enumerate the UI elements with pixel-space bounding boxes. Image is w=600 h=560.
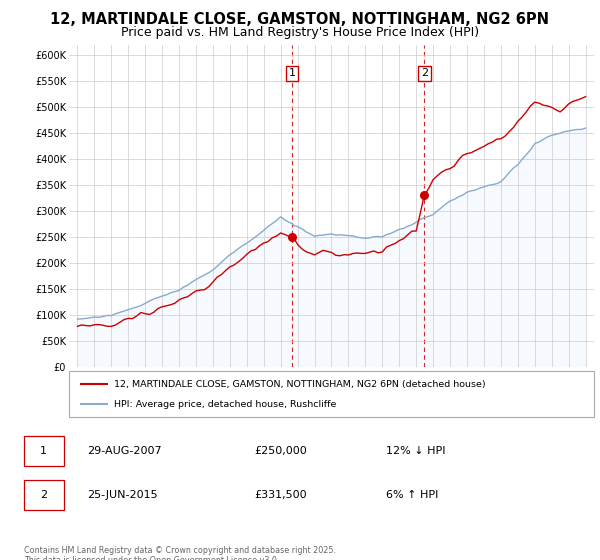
Text: 6% ↑ HPI: 6% ↑ HPI xyxy=(386,490,439,500)
Text: £250,000: £250,000 xyxy=(254,446,307,456)
Text: HPI: Average price, detached house, Rushcliffe: HPI: Average price, detached house, Rush… xyxy=(113,400,336,409)
Text: Contains HM Land Registry data © Crown copyright and database right 2025.
This d: Contains HM Land Registry data © Crown c… xyxy=(24,546,336,560)
Text: 12% ↓ HPI: 12% ↓ HPI xyxy=(386,446,446,456)
FancyBboxPatch shape xyxy=(69,371,594,417)
Text: 12, MARTINDALE CLOSE, GAMSTON, NOTTINGHAM, NG2 6PN: 12, MARTINDALE CLOSE, GAMSTON, NOTTINGHA… xyxy=(50,12,550,27)
Text: £331,500: £331,500 xyxy=(254,490,307,500)
FancyBboxPatch shape xyxy=(23,436,64,466)
Text: 12, MARTINDALE CLOSE, GAMSTON, NOTTINGHAM, NG2 6PN (detached house): 12, MARTINDALE CLOSE, GAMSTON, NOTTINGHA… xyxy=(113,380,485,389)
Text: 2: 2 xyxy=(421,68,428,78)
Text: 1: 1 xyxy=(40,446,47,456)
Text: 1: 1 xyxy=(289,68,295,78)
FancyBboxPatch shape xyxy=(23,479,64,510)
Text: 2: 2 xyxy=(40,490,47,500)
Text: Price paid vs. HM Land Registry's House Price Index (HPI): Price paid vs. HM Land Registry's House … xyxy=(121,26,479,39)
Text: 25-JUN-2015: 25-JUN-2015 xyxy=(87,490,158,500)
Text: 29-AUG-2007: 29-AUG-2007 xyxy=(87,446,161,456)
